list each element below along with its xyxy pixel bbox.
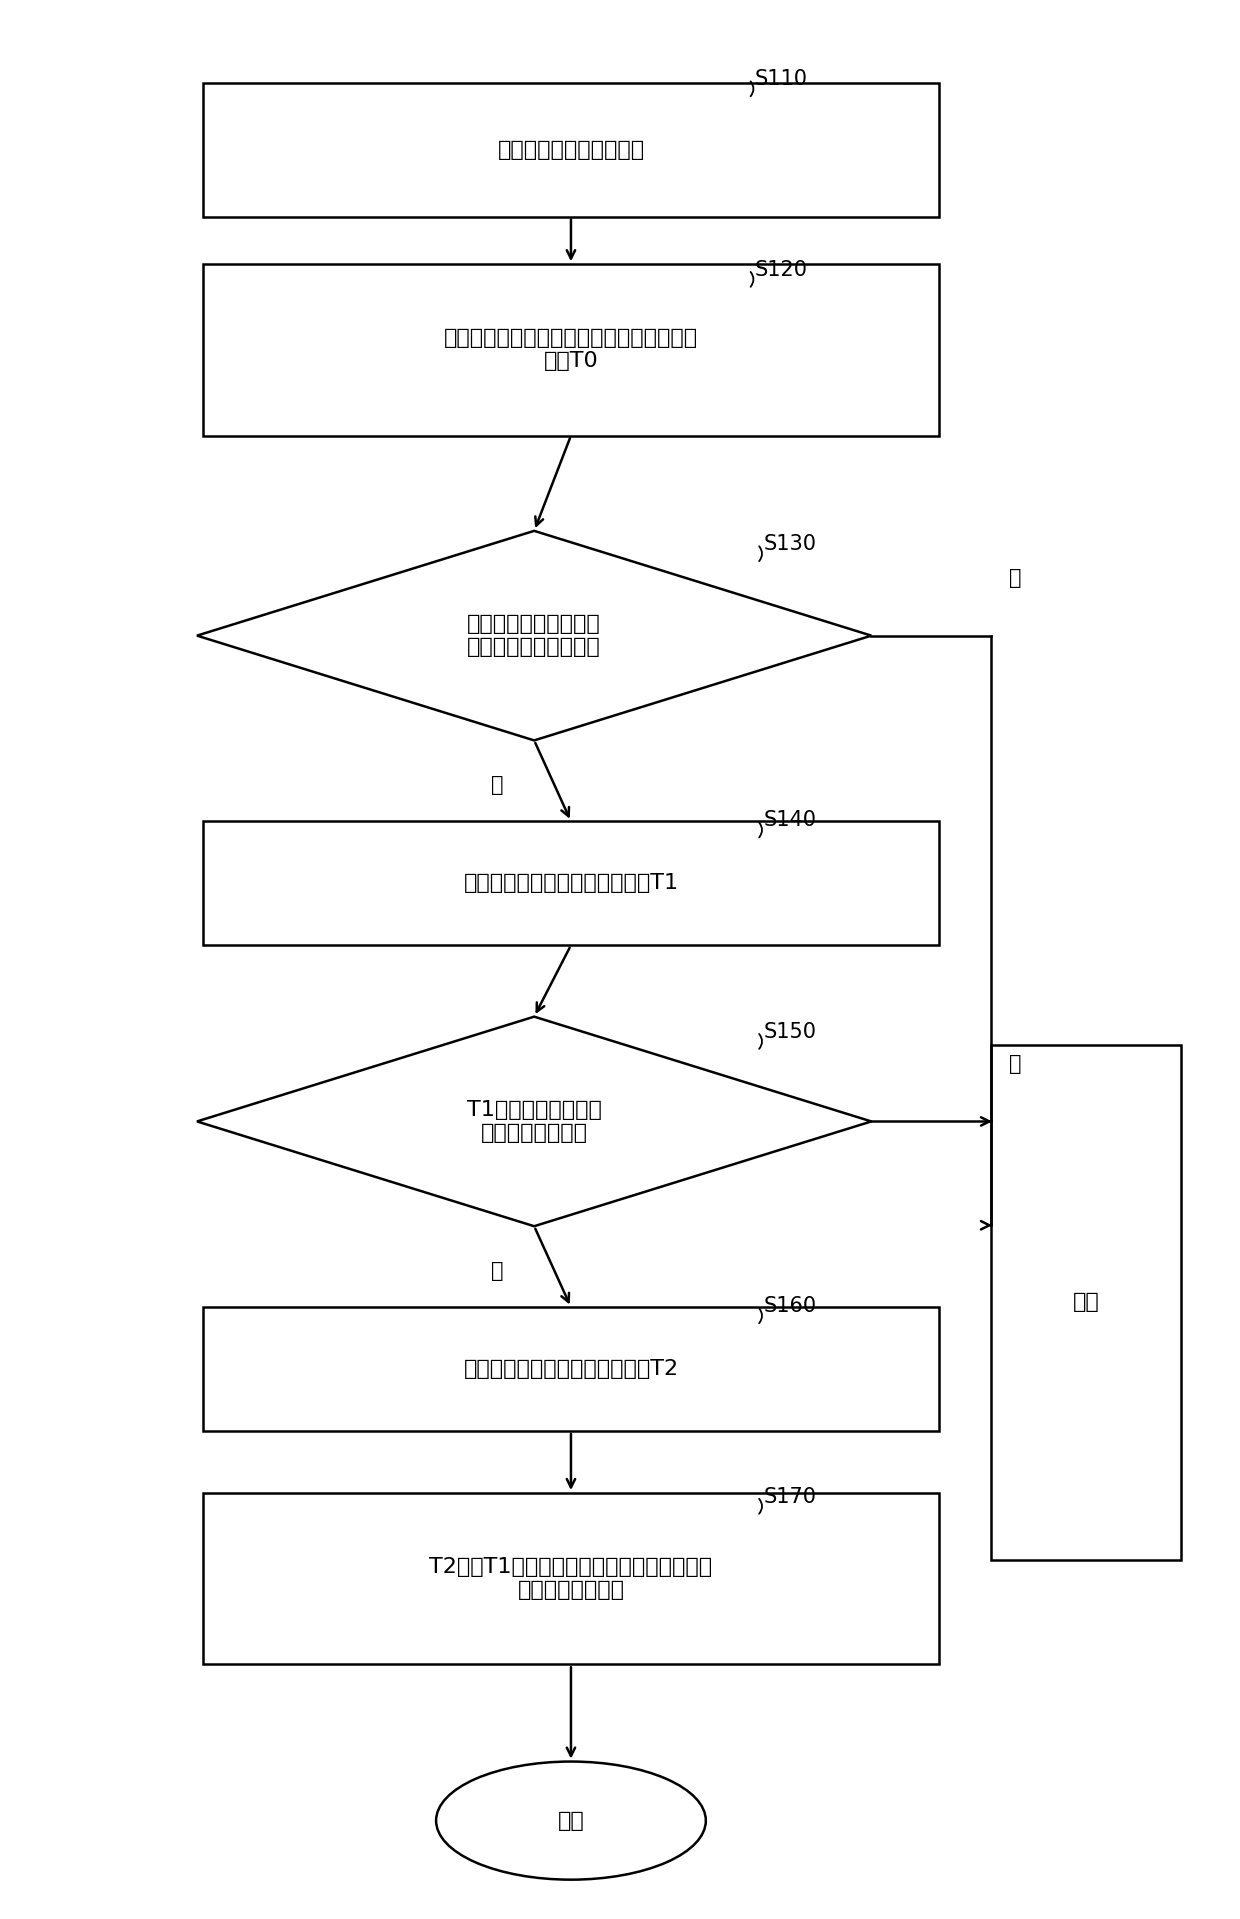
Text: 是: 是 <box>491 1261 503 1280</box>
Text: S110: S110 <box>755 69 808 90</box>
Text: 结束: 结束 <box>558 1812 584 1831</box>
Text: 获取抽液模块的抽液速度: 获取抽液模块的抽液速度 <box>497 140 645 159</box>
Bar <box>203 265 939 436</box>
Text: 记录在管路中检测到气泡的时刻T2: 记录在管路中检测到气泡的时刻T2 <box>464 1359 678 1380</box>
Text: S170: S170 <box>764 1487 816 1506</box>
Text: 记录在管路中检测到液体的时刻T1: 记录在管路中检测到液体的时刻T1 <box>464 873 678 894</box>
Text: S120: S120 <box>755 259 808 280</box>
Bar <box>203 1493 939 1664</box>
Bar <box>991 1046 1180 1560</box>
Text: S150: S150 <box>764 1023 816 1042</box>
Bar <box>203 821 939 946</box>
Bar <box>203 1307 939 1432</box>
Text: T2减去T1得到本次抽液时长，结合抽液速度
计算出本次抽液量: T2减去T1得到本次抽液时长，结合抽液速度 计算出本次抽液量 <box>429 1556 713 1600</box>
Text: 抽液模块对容器进行抽液，记录抽液开始的
时刻T0: 抽液模块对容器进行抽液，记录抽液开始的 时刻T0 <box>444 328 698 372</box>
Bar <box>203 83 939 217</box>
Text: T1起第二时长内检测
到管路有气泡到达: T1起第二时长内检测 到管路有气泡到达 <box>466 1100 601 1144</box>
Text: S130: S130 <box>764 533 816 555</box>
Text: 否: 否 <box>1009 1054 1022 1075</box>
Text: 第一时长内检测到抽液
模块的管路有液体到达: 第一时长内检测到抽液 模块的管路有液体到达 <box>467 614 601 656</box>
Text: S140: S140 <box>764 810 816 831</box>
Text: S160: S160 <box>764 1295 817 1316</box>
Text: 否: 否 <box>1009 568 1022 587</box>
Text: 报错: 报错 <box>1073 1291 1100 1313</box>
Text: 是: 是 <box>491 775 503 794</box>
